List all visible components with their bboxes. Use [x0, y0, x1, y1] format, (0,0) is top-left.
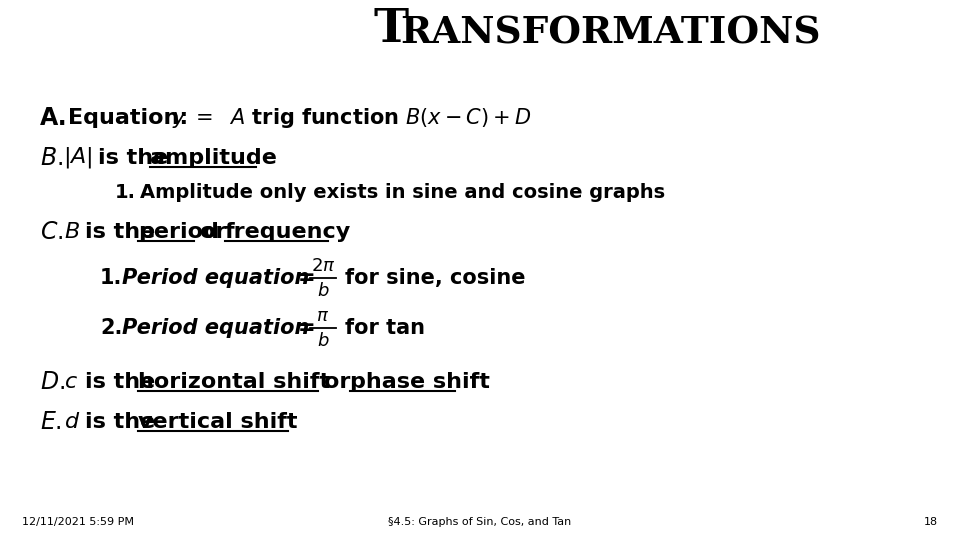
- Text: or: or: [200, 222, 227, 242]
- Text: is the: is the: [85, 412, 156, 432]
- Text: 2.: 2.: [100, 318, 122, 338]
- Text: $b$: $b$: [317, 332, 329, 350]
- Text: 1.: 1.: [100, 268, 122, 288]
- Text: 1.: 1.: [115, 184, 136, 202]
- Text: $b$: $b$: [317, 282, 329, 300]
- Text: 18: 18: [924, 517, 938, 527]
- Text: T: T: [373, 6, 408, 52]
- Text: $C.$: $C.$: [40, 220, 63, 244]
- Text: Equation:: Equation:: [68, 108, 188, 128]
- Text: $\pi$: $\pi$: [317, 307, 329, 325]
- Text: is the: is the: [98, 148, 168, 168]
- Text: vertical shift: vertical shift: [138, 412, 298, 432]
- Text: period: period: [138, 222, 219, 242]
- Text: §4.5: Graphs of Sin, Cos, and Tan: §4.5: Graphs of Sin, Cos, and Tan: [389, 517, 571, 527]
- Text: Amplitude only exists in sine and cosine graphs: Amplitude only exists in sine and cosine…: [140, 184, 665, 202]
- Text: =: =: [298, 318, 316, 338]
- Text: $B$: $B$: [64, 222, 80, 242]
- Text: A.: A.: [40, 106, 67, 130]
- Text: Period equation: Period equation: [122, 268, 309, 288]
- Text: $d$: $d$: [64, 412, 81, 432]
- Text: $|A|$: $|A|$: [63, 145, 92, 171]
- Text: is the: is the: [85, 222, 156, 242]
- Text: frequency: frequency: [225, 222, 351, 242]
- Text: or: or: [324, 372, 350, 392]
- Text: $D.$: $D.$: [40, 370, 65, 394]
- Text: 12/11/2021 5:59 PM: 12/11/2021 5:59 PM: [22, 517, 134, 527]
- Text: $2\pi$: $2\pi$: [311, 257, 335, 275]
- Text: RANSFORMATIONS: RANSFORMATIONS: [400, 15, 821, 52]
- Text: $c$: $c$: [64, 372, 78, 392]
- Text: is the: is the: [85, 372, 156, 392]
- Text: $y\ =\ \ A\ \mathbf{trig\ function}\ B(x-C)+D$: $y\ =\ \ A\ \mathbf{trig\ function}\ B(x…: [172, 106, 531, 130]
- Text: horizontal shift: horizontal shift: [138, 372, 330, 392]
- Text: phase shift: phase shift: [350, 372, 490, 392]
- Text: amplitude: amplitude: [150, 148, 276, 168]
- Text: =: =: [298, 268, 316, 288]
- Text: $B.$: $B.$: [40, 146, 63, 170]
- Text: $E.$: $E.$: [40, 410, 61, 434]
- Text: for sine, cosine: for sine, cosine: [345, 268, 525, 288]
- Text: for tan: for tan: [345, 318, 425, 338]
- Text: Period equation: Period equation: [122, 318, 309, 338]
